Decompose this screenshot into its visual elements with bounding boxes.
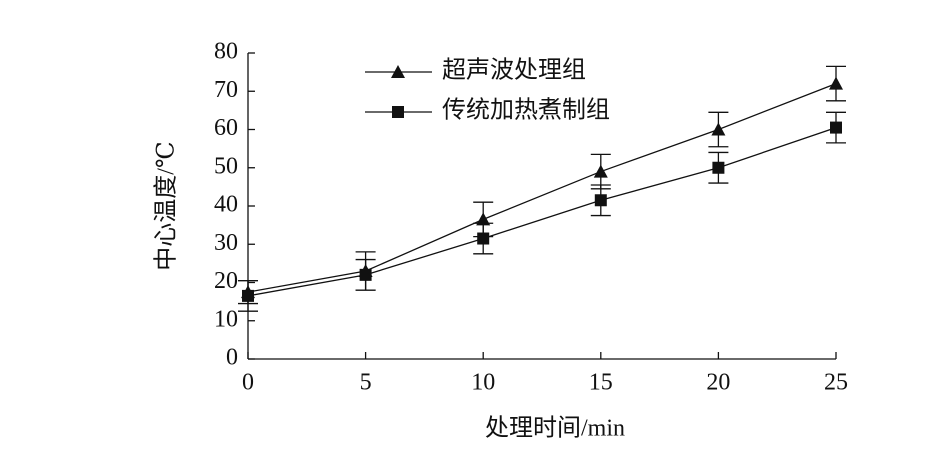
y-tick-label: 60 — [214, 115, 238, 141]
marker — [712, 161, 725, 174]
marker — [359, 268, 372, 281]
y-tick-label: 30 — [214, 230, 238, 256]
marker — [391, 65, 405, 78]
marker — [392, 106, 404, 118]
legend-label: 传统加热煮制组 — [442, 97, 610, 124]
y-tick-label: 10 — [214, 306, 238, 332]
x-tick-label: 25 — [824, 370, 848, 396]
y-tick-label: 0 — [226, 345, 238, 371]
y-tick-label: 20 — [214, 268, 238, 294]
series-line — [247, 126, 837, 297]
marker — [593, 164, 608, 178]
y-tick-label: 80 — [214, 39, 238, 65]
x-tick-label: 10 — [471, 370, 495, 396]
marker — [476, 212, 491, 226]
y-tick-label: 50 — [214, 153, 238, 179]
y-tick-label: 70 — [214, 77, 238, 103]
marker — [594, 194, 607, 207]
marker — [711, 122, 726, 136]
series-line — [247, 82, 837, 293]
y-axis-label: 中心温度/℃ — [153, 141, 180, 271]
marker — [830, 121, 842, 134]
marker — [477, 232, 490, 245]
x-axis-label: 处理时间/min — [485, 415, 625, 442]
x-tick-label: 0 — [242, 370, 254, 396]
x-tick-label: 20 — [706, 370, 730, 396]
x-tick-label: 15 — [589, 370, 613, 396]
y-tick-label: 40 — [214, 192, 238, 218]
legend-label: 超声波处理组 — [442, 57, 586, 84]
marker — [242, 289, 254, 302]
x-tick-label: 5 — [360, 370, 372, 396]
marker — [829, 76, 843, 90]
